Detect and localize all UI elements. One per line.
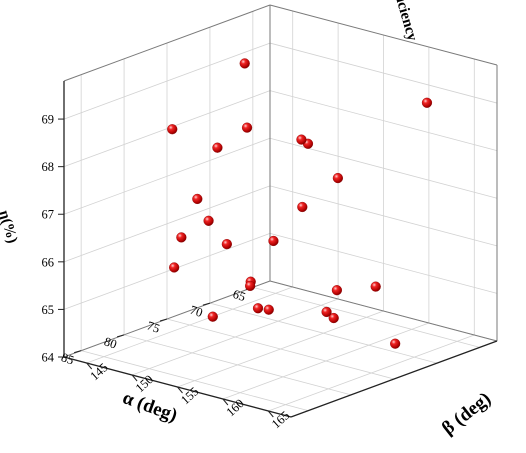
frame-edge bbox=[269, 4, 498, 66]
frame-edge bbox=[269, 280, 498, 342]
z-tick-label: 64 bbox=[42, 351, 55, 365]
data-point bbox=[296, 134, 307, 145]
gridline-wall-height bbox=[269, 90, 498, 152]
gridline-floor-beta bbox=[86, 286, 293, 364]
data-points bbox=[167, 58, 433, 349]
beta-tick bbox=[131, 374, 138, 382]
data-point bbox=[167, 124, 178, 135]
axes-frame bbox=[63, 4, 498, 418]
beta-tick bbox=[86, 362, 93, 370]
gridline-wall-height bbox=[269, 233, 498, 294]
alpha-tick bbox=[202, 302, 211, 306]
data-point bbox=[332, 172, 343, 184]
gridline-wall-height bbox=[63, 137, 271, 215]
alpha-tick bbox=[116, 334, 125, 338]
data-point bbox=[328, 312, 339, 324]
alpha-tick-label: 65 bbox=[231, 287, 247, 304]
z-tick-label: 68 bbox=[42, 160, 55, 174]
gridline-wall-height bbox=[63, 90, 271, 168]
data-point bbox=[212, 142, 223, 153]
gridline-floor-beta bbox=[131, 298, 339, 376]
gridline-wall-height bbox=[269, 185, 498, 247]
data-point bbox=[321, 306, 332, 318]
alpha-tick-label: 80 bbox=[102, 334, 118, 351]
beta-tick bbox=[267, 410, 274, 418]
frame-edge bbox=[63, 4, 271, 82]
z-tick-label: 65 bbox=[42, 303, 55, 317]
tick-marks bbox=[58, 118, 274, 418]
data-point bbox=[263, 304, 274, 315]
data-point bbox=[268, 235, 279, 247]
beta-tick bbox=[177, 386, 183, 394]
alpha-tick bbox=[159, 318, 168, 322]
data-point bbox=[241, 122, 253, 133]
gridline-floor-beta bbox=[268, 334, 475, 412]
z-axis-title-unit: η(%) bbox=[0, 209, 20, 246]
data-point bbox=[297, 201, 308, 213]
data-point bbox=[370, 281, 381, 292]
data-point bbox=[221, 239, 232, 250]
z-tick-label: 67 bbox=[42, 208, 55, 222]
beta-tick bbox=[222, 398, 229, 406]
data-point bbox=[252, 303, 264, 314]
alpha-tick-label: 75 bbox=[145, 319, 161, 336]
gridline-floor-beta bbox=[222, 322, 430, 400]
x-axis-title: α (deg) bbox=[120, 387, 180, 426]
data-point bbox=[207, 311, 218, 322]
gridline-wall-height bbox=[63, 233, 271, 310]
data-point bbox=[192, 193, 203, 205]
z-tick-label: 66 bbox=[42, 255, 55, 269]
data-point bbox=[239, 58, 250, 69]
data-point bbox=[421, 97, 433, 108]
gridline-wall-height bbox=[63, 42, 271, 120]
data-point bbox=[203, 215, 214, 226]
y-axis-title: β (deg) bbox=[438, 388, 495, 439]
alpha-tick-label: 70 bbox=[188, 303, 204, 320]
alpha-tick-label: 85 bbox=[59, 350, 75, 367]
alpha-tick bbox=[74, 350, 82, 354]
gridline-wall-height bbox=[269, 42, 498, 104]
data-point bbox=[245, 280, 256, 291]
beta-axis-line bbox=[290, 340, 498, 418]
grid-lines bbox=[63, 11, 498, 412]
data-point bbox=[390, 338, 401, 349]
data-point bbox=[169, 262, 180, 273]
data-point bbox=[176, 232, 187, 243]
data-point bbox=[331, 285, 343, 296]
z-tick-label: 69 bbox=[42, 113, 55, 127]
gridline-wall-height bbox=[63, 185, 271, 263]
gridline-floor-beta bbox=[177, 310, 384, 388]
